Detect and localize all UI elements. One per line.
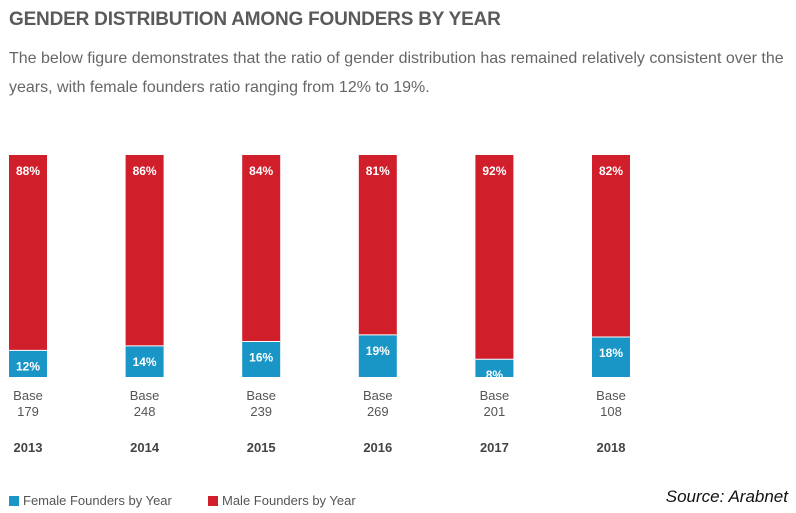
data-label-male-2017: 92% — [482, 164, 506, 178]
legend-swatch-female — [9, 496, 19, 506]
data-label-male-2014: 86% — [133, 164, 157, 178]
year-label-2016: 2016 — [363, 440, 392, 455]
legend-item-male: Male Founders by Year — [208, 493, 356, 508]
year-label-2018: 2018 — [597, 440, 626, 455]
base-label-2014: Base — [130, 388, 160, 403]
data-label-female-2018: 18% — [599, 346, 623, 360]
year-label-2013: 2013 — [14, 440, 43, 455]
bar-female-2015 — [242, 341, 281, 377]
year-label-2014: 2014 — [130, 440, 160, 455]
chart-title: GENDER DISTRIBUTION AMONG FOUNDERS BY YE… — [9, 9, 501, 30]
bar-male-2017 — [475, 155, 514, 360]
data-label-female-2016: 19% — [366, 344, 390, 358]
base-label-2016: Base — [363, 388, 393, 403]
bar-male-2014 — [125, 155, 164, 346]
legend-label-male: Male Founders by Year — [222, 493, 356, 508]
legend-swatch-male — [208, 496, 218, 506]
chart-subtitle: The below figure demonstrates that the r… — [9, 50, 784, 96]
bar-male-2016 — [358, 155, 397, 335]
base-label-2013: Base — [13, 388, 43, 403]
bar-female-2013 — [9, 350, 47, 377]
bar-male-2013 — [9, 155, 47, 351]
data-label-female-2015: 16% — [249, 350, 273, 364]
base-label-2018: Base — [596, 388, 626, 403]
year-label-2015: 2015 — [247, 440, 276, 455]
legend-label-female: Female Founders by Year — [23, 493, 172, 508]
base-value-2016: 269 — [367, 404, 389, 419]
bar-male-2015 — [242, 155, 281, 342]
data-label-male-2013: 88% — [16, 164, 40, 178]
bar-female-2017 — [475, 359, 514, 377]
data-label-male-2018: 82% — [599, 164, 623, 178]
bar-male-2018 — [592, 155, 630, 338]
base-value-2014: 248 — [134, 404, 156, 419]
source-credit: Source: Arabnet — [665, 487, 788, 506]
bar-female-2018 — [592, 337, 630, 377]
base-value-2015: 239 — [250, 404, 272, 419]
base-value-2017: 201 — [484, 404, 506, 419]
base-label-2017: Base — [480, 388, 510, 403]
year-label-2017: 2017 — [480, 440, 509, 455]
data-label-female-2013: 12% — [16, 359, 40, 373]
data-label-male-2016: 81% — [366, 164, 390, 178]
base-label-2015: Base — [246, 388, 276, 403]
data-label-female-2017: 8% — [486, 368, 504, 382]
base-value-2013: 179 — [17, 404, 39, 419]
bar-female-2014 — [125, 345, 164, 377]
data-label-male-2015: 84% — [249, 164, 273, 178]
legend-item-female: Female Founders by Year — [9, 493, 172, 508]
bar-female-2016 — [358, 334, 397, 377]
data-label-female-2014: 14% — [133, 355, 157, 369]
base-value-2018: 108 — [600, 404, 622, 419]
stacked-bar-chart: 88%12%Base179201386%14%Base248201484%16%… — [9, 155, 630, 455]
